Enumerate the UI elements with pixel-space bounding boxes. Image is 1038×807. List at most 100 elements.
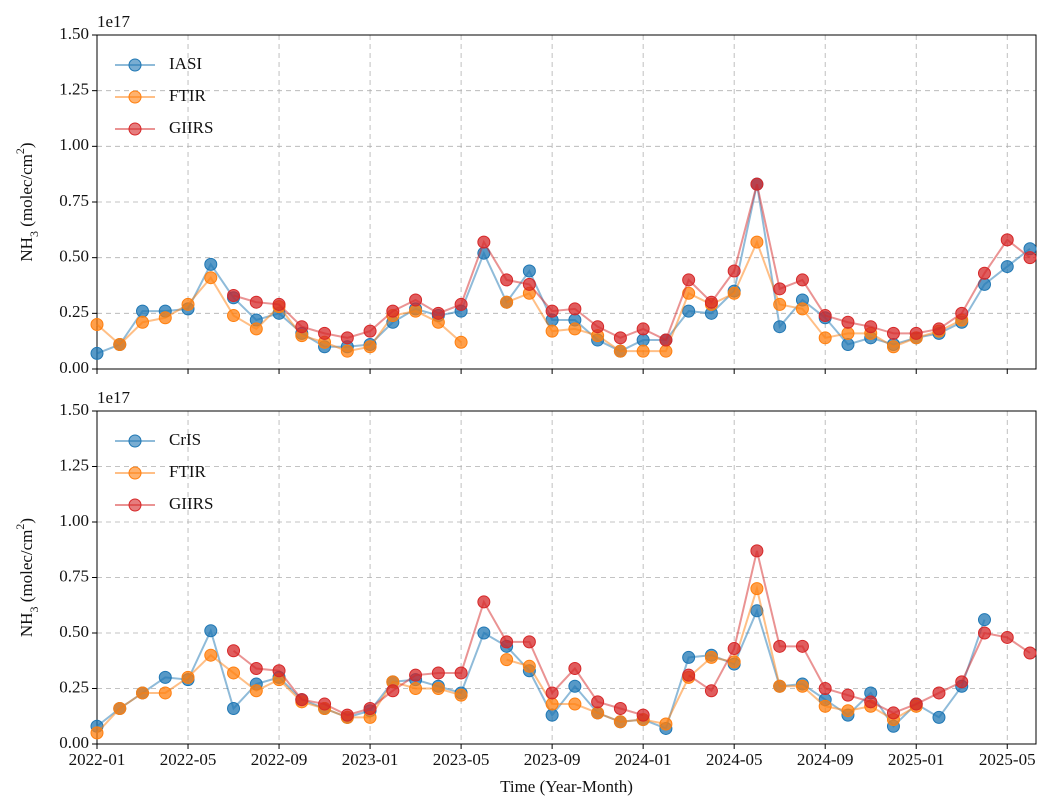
series-marker: [500, 653, 514, 667]
x-tick-label: 2022-09: [251, 750, 308, 769]
x-axis-label: Time (Year-Month): [500, 777, 633, 796]
legend-label: FTIR: [169, 86, 207, 105]
series-marker: [136, 315, 150, 329]
legend-marker: [128, 466, 142, 480]
series-marker: [773, 679, 787, 693]
series-marker: [386, 684, 400, 698]
series-marker: [568, 322, 582, 336]
series-marker: [727, 655, 741, 669]
series-marker: [158, 311, 172, 325]
series-marker: [1000, 630, 1014, 644]
series-marker: [113, 338, 127, 352]
y-axis-label-part: ): [17, 142, 36, 148]
series-marker: [636, 708, 650, 722]
series-marker: [773, 320, 787, 334]
legend-label: IASI: [169, 54, 202, 73]
series-marker: [318, 697, 332, 711]
series-marker: [272, 664, 286, 678]
series-marker: [363, 701, 377, 715]
series-marker: [363, 340, 377, 354]
series-marker: [636, 322, 650, 336]
legend-marker: [128, 122, 142, 136]
series-marker: [795, 639, 809, 653]
legend-marker: [128, 90, 142, 104]
y-tick-label: 0.50: [59, 622, 89, 641]
y-axis-label-part: 3: [27, 231, 41, 237]
series-marker: [158, 670, 172, 684]
series-marker: [318, 326, 332, 340]
series-marker: [90, 346, 104, 360]
series-marker: [977, 626, 991, 640]
y-axis-label-part: 2: [13, 148, 27, 154]
series-marker: [227, 666, 241, 680]
x-tick-label: 2022-01: [69, 750, 126, 769]
y-axis-label: NH3 (molec/cm2): [13, 142, 41, 261]
series-marker: [636, 333, 650, 347]
series-marker: [477, 595, 491, 609]
y-tick-label: 1.50: [59, 400, 89, 419]
y-tick-label: 1.00: [59, 511, 89, 530]
y-axis-label-part: (molec/cm: [17, 154, 36, 231]
series-marker: [841, 704, 855, 718]
series-marker: [659, 717, 673, 731]
series-marker: [249, 295, 263, 309]
series-marker: [136, 686, 150, 700]
series-marker: [727, 286, 741, 300]
series-marker: [727, 264, 741, 278]
series-marker: [841, 338, 855, 352]
series-marker: [750, 544, 764, 558]
series-marker: [340, 708, 354, 722]
series-marker: [500, 635, 514, 649]
series-marker: [90, 726, 104, 740]
legend-marker: [128, 58, 142, 72]
series-marker: [591, 320, 605, 334]
series-marker: [591, 706, 605, 720]
y-axis-label-part: NH: [17, 237, 36, 262]
series-marker: [545, 324, 559, 338]
series-marker: [932, 686, 946, 700]
series-marker: [272, 297, 286, 311]
x-tick-label: 2024-05: [706, 750, 763, 769]
series-marker: [864, 695, 878, 709]
series-marker: [227, 289, 241, 303]
series-marker: [295, 320, 309, 334]
series-marker: [841, 688, 855, 702]
series-marker: [477, 235, 491, 249]
series-marker: [977, 266, 991, 280]
series-marker: [545, 708, 559, 722]
offset-label: 1e17: [97, 12, 131, 31]
series-marker: [204, 257, 218, 271]
series-marker: [340, 344, 354, 358]
series-marker: [409, 668, 423, 682]
series-marker: [568, 679, 582, 693]
series-marker: [704, 684, 718, 698]
series-marker: [295, 693, 309, 707]
series-marker: [795, 273, 809, 287]
series-marker: [818, 682, 832, 695]
series-marker: [363, 324, 377, 338]
series-marker: [181, 297, 195, 311]
y-axis-label-part: NH: [17, 613, 36, 638]
series-marker: [613, 331, 627, 345]
series-marker: [682, 668, 696, 682]
y-tick-label: 0.75: [59, 191, 89, 210]
y-tick-label: 0.75: [59, 566, 89, 585]
series-marker: [818, 699, 832, 713]
series-marker: [431, 682, 445, 695]
series-marker: [818, 331, 832, 345]
series-marker: [454, 688, 468, 702]
series-marker: [613, 701, 627, 715]
series-marker: [795, 302, 809, 316]
y-tick-label: 1.00: [59, 135, 89, 154]
y-tick-label: 0.00: [59, 358, 89, 377]
series-marker: [113, 701, 127, 715]
series-marker: [841, 315, 855, 329]
series-marker: [500, 273, 514, 287]
legend-label: GIIRS: [169, 494, 213, 513]
series-marker: [568, 662, 582, 676]
series-marker: [227, 701, 241, 715]
series-marker: [158, 686, 172, 700]
series-marker: [431, 666, 445, 680]
series-marker: [409, 682, 423, 695]
